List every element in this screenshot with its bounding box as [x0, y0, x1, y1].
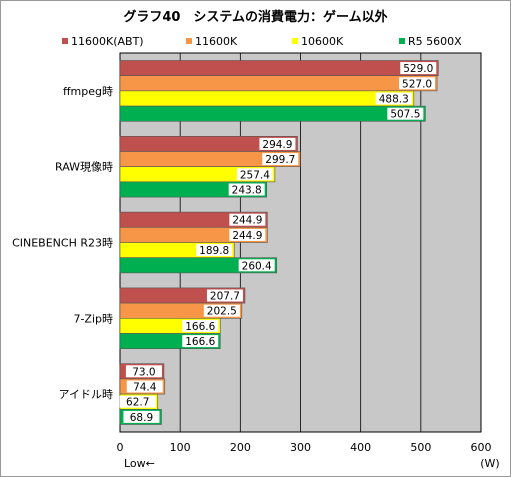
legend-label: 10600K [301, 35, 344, 48]
data-label-box [236, 168, 273, 181]
data-label: 243.8 [232, 185, 262, 197]
x-tick-label: 200 [230, 441, 251, 454]
data-label: 74.4 [133, 382, 157, 394]
data-label: 202.5 [207, 306, 237, 318]
category-label: RAW現像時 [55, 161, 113, 174]
data-label-box [262, 153, 299, 166]
x-tick-label: 300 [290, 441, 311, 454]
data-label: 73.0 [132, 366, 155, 378]
data-label: 68.9 [130, 412, 153, 424]
data-label: 244.9 [232, 215, 262, 227]
data-label: 166.6 [185, 336, 215, 348]
data-label: 260.4 [242, 260, 272, 272]
legend-label: R5 5600X [408, 35, 462, 48]
data-label: 529.0 [403, 63, 433, 75]
data-label: 166.6 [185, 321, 215, 333]
data-label-box [125, 365, 162, 378]
legend-label: 11600K [195, 35, 238, 48]
data-label: 507.5 [390, 109, 420, 121]
data-label: 299.7 [265, 154, 295, 166]
data-label-box [123, 410, 160, 423]
x-tick-label: 500 [410, 441, 431, 454]
chart-title: グラフ40 システムの消費電力：ゲーム以外 [123, 9, 387, 25]
data-label-box [229, 213, 266, 226]
data-label: 294.9 [262, 139, 292, 151]
legend-swatch [62, 38, 68, 44]
x-tick-labels: 0 100 200 300 400 500 600 [117, 441, 492, 454]
data-label-box [182, 335, 219, 348]
x-unit-label: (W) [480, 457, 499, 470]
category-label: アイドル時 [59, 388, 113, 401]
legend: 11600K(ABT) 11600K 10600K R5 5600X [62, 35, 462, 48]
data-label-box [238, 259, 275, 272]
data-label: 527.0 [402, 78, 432, 90]
data-label-box [196, 244, 233, 257]
category-label: ffmpeg時 [63, 85, 113, 98]
x-tick-label: 0 [117, 441, 124, 454]
data-label-box [203, 304, 240, 317]
bar [119, 105, 426, 122]
x-tick-label: 600 [471, 441, 492, 454]
data-label-box [119, 395, 156, 408]
data-label-box [206, 289, 243, 302]
data-label: 62.7 [126, 397, 149, 409]
data-label: 207.7 [210, 291, 240, 303]
legend-swatch [186, 38, 192, 44]
legend-label: 11600K(ABT) [71, 35, 144, 48]
data-label: 488.3 [379, 94, 409, 106]
data-label: 257.4 [240, 169, 270, 181]
data-label: 189.8 [199, 245, 229, 257]
bar [119, 75, 438, 92]
data-label-box [126, 380, 163, 393]
legend-swatch [399, 38, 405, 44]
bars: 529.0 527.0 488.3 507.5 294.9 299.7 257.4 243.8… [119, 60, 439, 425]
data-label-box [400, 62, 437, 75]
low-direction-note: Low← [124, 457, 155, 470]
category-label: 7-Zip時 [73, 312, 113, 325]
data-label-box [399, 77, 436, 90]
bar [119, 257, 277, 274]
x-tick-label: 400 [350, 441, 371, 454]
legend-swatch [292, 38, 298, 44]
data-label: 244.9 [232, 230, 262, 242]
data-label-box [387, 107, 424, 120]
data-label-box [182, 319, 219, 332]
data-label-box [259, 137, 296, 150]
data-label-box [375, 92, 412, 105]
bar [119, 90, 415, 107]
x-tick-label: 100 [170, 441, 191, 454]
category-label: CINEBENCH R23時 [12, 237, 113, 250]
bar [119, 60, 439, 76]
data-label-box [228, 183, 265, 196]
data-label-box [229, 228, 266, 241]
